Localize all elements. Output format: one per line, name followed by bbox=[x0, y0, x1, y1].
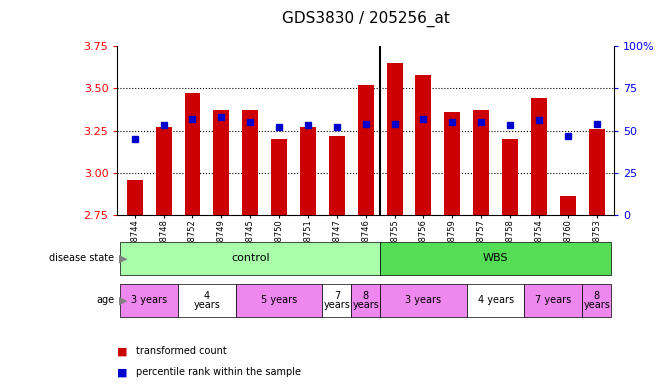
Bar bbox=[236, 284, 322, 317]
Bar bbox=[271, 139, 287, 215]
Text: 3 years: 3 years bbox=[405, 295, 442, 306]
Text: ▶: ▶ bbox=[119, 295, 128, 306]
Text: GDS3830 / 205256_at: GDS3830 / 205256_at bbox=[282, 11, 450, 27]
Bar bbox=[473, 110, 489, 215]
Bar bbox=[380, 242, 611, 275]
Text: age: age bbox=[96, 295, 114, 306]
Bar bbox=[467, 284, 525, 317]
Bar bbox=[560, 197, 576, 215]
Text: 8
years: 8 years bbox=[352, 291, 379, 310]
Bar bbox=[213, 110, 229, 215]
Bar bbox=[502, 139, 518, 215]
Text: transformed count: transformed count bbox=[136, 346, 227, 356]
Bar bbox=[531, 98, 547, 215]
Bar bbox=[582, 284, 611, 317]
Text: disease state: disease state bbox=[49, 253, 114, 263]
Bar bbox=[380, 284, 467, 317]
Text: 7 years: 7 years bbox=[535, 295, 572, 306]
Bar bbox=[358, 85, 374, 215]
Bar bbox=[415, 75, 431, 215]
Text: 7
years: 7 years bbox=[323, 291, 350, 310]
Bar bbox=[329, 136, 345, 215]
Text: percentile rank within the sample: percentile rank within the sample bbox=[136, 367, 301, 377]
Bar bbox=[300, 127, 316, 215]
Bar bbox=[351, 284, 380, 317]
Bar bbox=[322, 284, 351, 317]
Bar bbox=[242, 110, 258, 215]
Bar bbox=[386, 63, 403, 215]
Text: 4 years: 4 years bbox=[478, 295, 514, 306]
Text: 5 years: 5 years bbox=[261, 295, 297, 306]
Bar bbox=[178, 284, 236, 317]
Bar bbox=[525, 284, 582, 317]
Bar bbox=[444, 112, 460, 215]
Text: WBS: WBS bbox=[483, 253, 509, 263]
Text: 4
years: 4 years bbox=[193, 291, 220, 310]
Bar bbox=[156, 127, 172, 215]
Text: 3 years: 3 years bbox=[131, 295, 167, 306]
Bar bbox=[127, 180, 143, 215]
Bar bbox=[588, 129, 605, 215]
Bar bbox=[120, 242, 380, 275]
Bar bbox=[120, 284, 178, 317]
Text: ■: ■ bbox=[117, 346, 128, 356]
Text: 8
years: 8 years bbox=[583, 291, 610, 310]
Text: control: control bbox=[231, 253, 270, 263]
Text: ■: ■ bbox=[117, 367, 128, 377]
Text: ▶: ▶ bbox=[119, 253, 128, 263]
Bar bbox=[185, 93, 201, 215]
